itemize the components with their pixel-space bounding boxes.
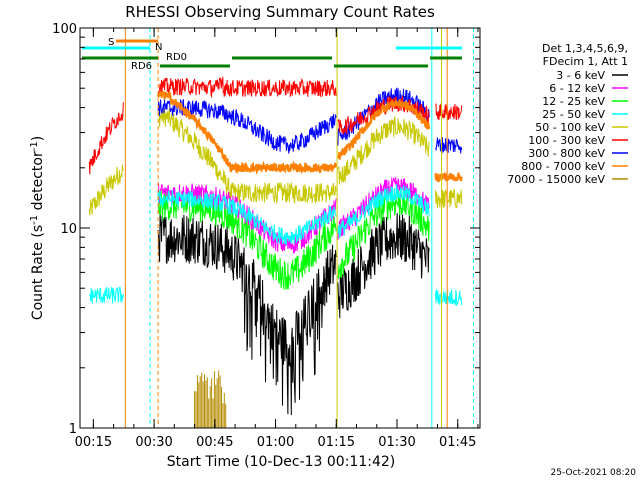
chart-title: RHESSI Observing Summary Count Rates	[125, 3, 435, 21]
series-magenta-line	[337, 177, 430, 240]
flag-label-s: S	[108, 37, 114, 48]
y-axis-label: Count Rate (s-1 detector-1)	[29, 136, 46, 320]
series-olive-line	[435, 188, 463, 209]
series-red-line	[337, 95, 430, 135]
y-tick-label-1: 10	[60, 222, 77, 237]
series-olive-line	[157, 107, 337, 205]
series-magenta-line	[157, 183, 337, 254]
series-cyan-line	[157, 189, 337, 245]
legend-label-0: 3 - 6 keV	[556, 69, 605, 82]
legend-header-0: Det 1,3,4,5,6,9,	[542, 42, 628, 55]
series-blue-line	[157, 98, 337, 154]
series-black-line	[337, 211, 430, 319]
series-cyan-line	[337, 184, 430, 239]
legend-label-2: 12 - 25 keV	[542, 95, 605, 108]
series-red-line	[88, 102, 124, 175]
series-magenta	[157, 177, 430, 254]
legend-label-3: 25 - 50 keV	[542, 108, 605, 121]
legend-label-4: 50 - 100 keV	[535, 121, 605, 134]
flag-label-rd6: RD6	[131, 61, 152, 72]
series-orange-line	[337, 98, 431, 160]
x-axis: 00:15 00:30 00:45 01:00 01:15 01:30 01:45	[75, 28, 479, 450]
series-orange	[157, 90, 463, 184]
legend: Det 1,3,4,5,6,9,FDecim 1, Att 13 - 6 keV…	[507, 42, 628, 186]
x-tick-label-1: 00:30	[135, 435, 172, 450]
series-red-line	[435, 102, 463, 121]
series-orange-line	[434, 171, 463, 184]
series-blue	[157, 87, 463, 154]
series-blue-line	[435, 137, 463, 154]
series-olive	[88, 107, 463, 216]
legend-label-8: 7000 - 15000 keV	[507, 173, 605, 186]
x-tick-label-4: 01:15	[318, 435, 355, 450]
x-tick-label-5: 01:30	[378, 435, 415, 450]
legend-label-1: 6 - 12 keV	[549, 82, 605, 95]
x-tick-label-3: 01:00	[257, 435, 294, 450]
series-cyan-line	[435, 289, 463, 307]
series-red-line	[157, 76, 337, 99]
series-red	[88, 76, 463, 175]
series-cyan	[89, 184, 463, 307]
series-black-line	[157, 212, 337, 416]
series-black	[157, 211, 430, 416]
x-tick-label-2: 00:45	[196, 435, 233, 450]
series-brown-line	[194, 370, 227, 428]
x-tick-label-0: 00:15	[75, 435, 112, 450]
legend-label-6: 300 - 800 keV	[528, 147, 605, 160]
x-tick-label-6: 01:45	[439, 435, 476, 450]
series-brown	[194, 370, 227, 428]
y-axis: 1 10 100	[52, 22, 480, 437]
y-tick-label-0: 1	[69, 422, 77, 437]
series-olive-line	[88, 164, 124, 216]
legend-header-1: FDecim 1, Att 1	[543, 55, 628, 68]
series-orange-line	[157, 90, 337, 175]
flag-label-n: N	[155, 42, 162, 53]
timestamp: 25-Oct-2021 08:20	[551, 468, 637, 478]
x-axis-label: Start Time (10-Dec-13 00:11:42)	[167, 454, 395, 470]
series-cyan-line	[89, 286, 124, 304]
flag-label-rd0: RD0	[166, 52, 187, 63]
legend-label-7: 800 - 7000 keV	[521, 160, 605, 173]
series-olive-line	[337, 116, 430, 185]
legend-label-5: 100 - 300 keV	[528, 134, 605, 147]
y-tick-label-2: 100	[52, 22, 77, 37]
